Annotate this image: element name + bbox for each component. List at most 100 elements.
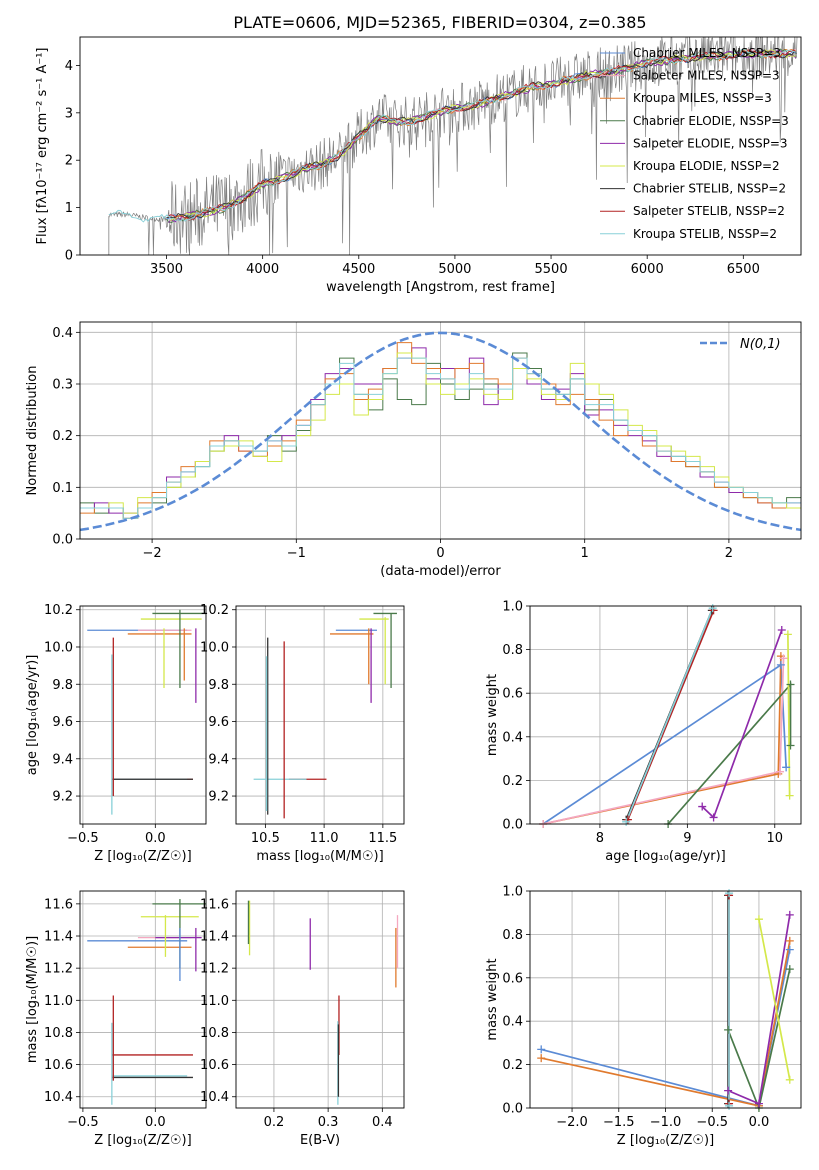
plus-marker	[786, 741, 795, 750]
model-line	[108, 48, 797, 223]
observed-spectrum	[108, 37, 798, 255]
histogram-series	[80, 357, 801, 539]
plus-marker	[785, 910, 794, 919]
plus-marker	[754, 1099, 763, 1108]
legend-entry: N(0,1)	[740, 337, 781, 352]
plus-marker	[785, 936, 794, 945]
legend-entry: Salpeter MILES, NSSP=3	[633, 69, 780, 83]
y-tick-label: 10.4	[200, 1090, 229, 1105]
plus-marker	[776, 660, 785, 669]
axes-frame	[235, 605, 405, 825]
legend: N(0,1)	[700, 337, 781, 352]
plus-marker	[724, 1086, 733, 1095]
y-tick-label: 10.2	[44, 603, 73, 618]
y-tick-label: 0.2	[502, 1058, 523, 1073]
y-tick-label: 11.4	[44, 930, 73, 945]
plus-marker	[537, 1054, 546, 1063]
x-tick-label: 0.4	[372, 1115, 393, 1130]
plus-marker	[708, 604, 717, 613]
weight-line	[758, 919, 791, 1080]
panel-age-vs-mass: 10.5 11.0 11.5 9.2 9.4 9.6 9.8 10.0 10.2 mass [lo…	[200, 603, 405, 864]
y-tick-label: 9.8	[52, 678, 73, 693]
panel-mass-vs-EBV: 0.2 0.3 0.4 10.4 10.6 10.8 11.0 11.2 11.4 11.6 E(B…	[200, 890, 405, 1148]
axes-frame	[79, 890, 207, 1109]
y-tick-label: 0.6	[502, 687, 523, 702]
y-axis-label: Normed distribution	[25, 366, 40, 496]
x-tick-label: −1.5	[603, 1115, 635, 1130]
axes-frame	[79, 321, 802, 540]
x-tick-label: 1	[581, 546, 589, 561]
plus-marker	[786, 680, 795, 689]
y-tick-label: 0.4	[502, 1015, 523, 1030]
plus-marker	[782, 763, 791, 772]
panel-spectrum: 3500 4000 4500 5000 5500 6000 6500 0 1 2 3 4 wavelen…	[35, 36, 802, 295]
x-tick-label: 0.2	[264, 1115, 285, 1130]
x-tick-label: −2	[143, 546, 162, 561]
plus-marker	[725, 889, 734, 898]
plus-marker	[777, 625, 786, 634]
y-tick-label: 9.8	[208, 678, 229, 693]
y-tick-label: 0.8	[502, 643, 523, 658]
y-tick-label: 0.2	[52, 429, 73, 444]
y-tick-label: 0.0	[502, 818, 523, 833]
panel-age-vs-Z: −0.5 0.0 9.2 9.4 9.6 9.8 10.0 10.2 Z [log₁₀(Z/Z☉…	[25, 603, 207, 864]
y-tick-label: 9.4	[208, 752, 229, 767]
y-tick-label: 10.6	[44, 1058, 73, 1073]
legend-entry: Salpeter STELIB, NSSP=2	[633, 204, 785, 218]
x-tick-label: 0	[436, 546, 444, 561]
legend-entry: Kroupa MILES, NSSP=3	[633, 91, 772, 105]
x-tick-label: −0.5	[696, 1115, 728, 1130]
y-tick-label: 11.0	[200, 994, 229, 1009]
y-tick-label: 0.6	[502, 971, 523, 986]
plus-marker	[785, 945, 794, 954]
model-line	[168, 49, 797, 221]
x-tick-label: 0.0	[145, 1115, 166, 1130]
x-axis-label: Z [log₁₀(Z/Z☉)]	[617, 1133, 714, 1148]
x-tick-label: 0.0	[145, 831, 166, 846]
y-tick-label: 10.0	[200, 640, 229, 655]
y-tick-label: 9.2	[208, 790, 229, 805]
x-tick-label: 10.5	[251, 831, 280, 846]
x-tick-label: 3500	[150, 262, 183, 277]
y-axis-label: age [log₁₀(age/yr)]	[25, 655, 40, 776]
y-tick-label: 1	[65, 201, 73, 216]
x-tick-label: −0.5	[67, 1115, 99, 1130]
y-tick-label: 9.6	[208, 715, 229, 730]
y-tick-label: 11.4	[200, 930, 229, 945]
y-tick-label: 9.6	[52, 715, 73, 730]
weight-line	[667, 682, 792, 824]
x-tick-label: 6500	[727, 262, 760, 277]
axes-frame	[235, 890, 405, 1109]
y-tick-label: 10.6	[200, 1058, 229, 1073]
y-tick-label: 9.2	[52, 790, 73, 805]
x-axis-label: (data-model)/error	[380, 564, 501, 579]
plot-area-mass-vs-Z	[87, 899, 206, 1105]
panel-weight-vs-age: 8 9 10 0.0 0.2 0.4 0.6 0.8 1.0 age [log₁₀(age/yr)…	[485, 600, 802, 864]
y-tick-label: 11.2	[200, 962, 229, 977]
y-tick-label: 0.3	[52, 378, 73, 393]
plot-area-age-vs-Z	[87, 609, 206, 815]
x-tick-label: 9	[683, 831, 691, 846]
axes-frame	[79, 36, 802, 256]
y-tick-label: 10.8	[200, 1026, 229, 1041]
plus-marker	[709, 813, 718, 822]
axes-frame	[529, 890, 802, 1109]
plot-area-weight-vs-age	[542, 607, 792, 824]
y-tick-label: 2	[65, 154, 73, 169]
y-axis-label: mass weight	[485, 958, 500, 1040]
plot-area-residuals	[80, 331, 801, 539]
weight-line	[542, 663, 787, 824]
y-tick-label: 0.0	[52, 533, 73, 548]
x-tick-label: 6000	[631, 262, 664, 277]
x-tick-label: 10	[767, 831, 784, 846]
x-tick-label: −1.0	[650, 1115, 682, 1130]
weight-line	[627, 610, 715, 820]
x-tick-label: 11.5	[368, 831, 397, 846]
weight-line	[727, 968, 791, 1108]
legend: Chabrier MILES, NSSP=3 Salpeter MILES, NS…	[600, 46, 789, 241]
legend-entry: Kroupa ELODIE, NSSP=2	[633, 159, 780, 173]
x-tick-label: 2	[725, 546, 733, 561]
y-tick-label: 10.0	[44, 640, 73, 655]
plus-marker	[622, 817, 631, 826]
y-tick-label: 0.1	[52, 481, 73, 496]
